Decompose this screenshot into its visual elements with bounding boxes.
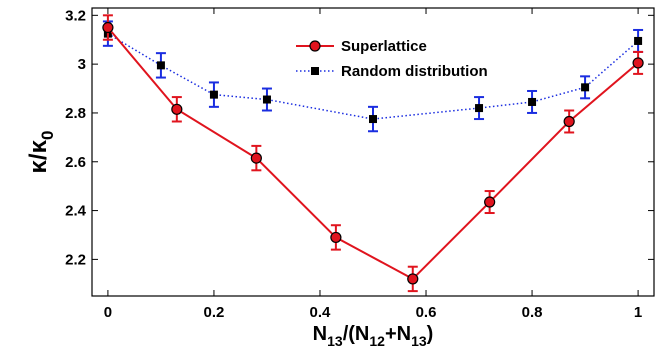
x-axis-title: N13/(N12+N13) <box>313 323 434 349</box>
y-axis-title: κ/κ0 <box>25 131 57 174</box>
legend-marker-superlattice <box>309 40 321 52</box>
ticks-layer: 0 0.2 0.4 0.6 0.8 1 2.2 2.4 2.6 2.8 3 3.2 <box>65 7 654 321</box>
plot-frame <box>91 7 655 297</box>
data-point-random <box>475 104 484 113</box>
plot-background <box>92 8 654 296</box>
y-tick-label: 2.2 <box>65 251 86 268</box>
data-point-superlattice <box>171 103 183 115</box>
svg-text:κ/κ0: κ/κ0 <box>25 131 57 174</box>
series-layer <box>102 14 644 293</box>
y-tick-label: 3.2 <box>65 7 86 24</box>
x-tick-label: 0.8 <box>522 304 543 321</box>
data-point-random <box>581 83 590 92</box>
x-tick-label: 0 <box>104 304 112 321</box>
data-point-random <box>634 36 643 45</box>
data-point-random <box>209 90 218 99</box>
data-point-superlattice <box>407 273 419 285</box>
x-tick-label: 0.4 <box>310 304 332 321</box>
data-point-superlattice <box>632 57 644 69</box>
series-line-random <box>107 32 639 120</box>
legend-label-superlattice: Superlattice <box>341 38 427 55</box>
data-point-superlattice <box>250 152 262 164</box>
y-tick-label: 3 <box>78 56 86 73</box>
legend-marker-random <box>311 67 319 75</box>
legend: Superlattice Random distribution <box>296 38 488 80</box>
y-tick-label: 2.4 <box>65 203 87 220</box>
data-point-random <box>528 97 537 106</box>
x-tick-label: 0.2 <box>204 304 225 321</box>
y-tick-label: 2.8 <box>65 105 86 122</box>
data-point-random <box>262 95 271 104</box>
data-point-random <box>369 115 377 124</box>
data-point-superlattice <box>330 231 342 244</box>
data-point-superlattice <box>563 115 575 128</box>
data-point-superlattice <box>102 21 114 34</box>
legend-label-random: Random distribution <box>341 63 488 80</box>
y-tick-label: 2.6 <box>65 154 86 171</box>
x-tick-label: 0.6 <box>416 304 437 321</box>
data-point-random <box>156 61 165 70</box>
data-point-superlattice <box>484 196 496 208</box>
series-line-superlattice <box>107 26 639 281</box>
x-tick-label: 1 <box>634 304 642 321</box>
